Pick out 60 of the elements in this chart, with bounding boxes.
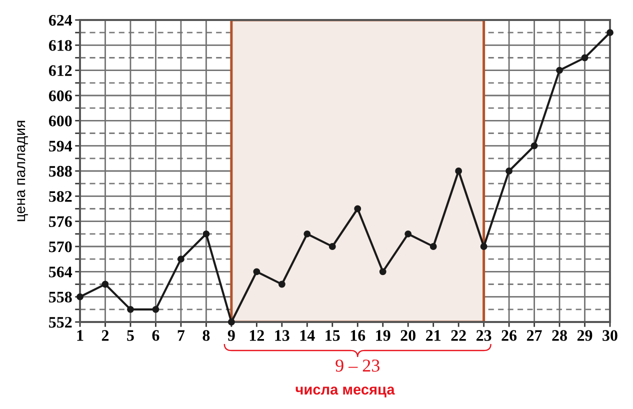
x-tick-label: 30 (602, 330, 618, 341)
point (480, 243, 488, 250)
y-tick-label: 570 (49, 241, 72, 252)
x-tick-label: 23 (476, 330, 492, 341)
x-tick-label: 7 (178, 330, 185, 341)
x-tick-label: 9 (228, 330, 235, 341)
y-tick-label: 594 (49, 140, 72, 152)
point (506, 168, 513, 174)
point (328, 243, 336, 250)
point (379, 268, 386, 276)
point (581, 54, 588, 62)
x-tick-label: 14 (300, 330, 315, 341)
y-tick-label: 564 (49, 266, 72, 278)
point (253, 268, 260, 276)
point (177, 256, 184, 263)
x-tick-label: 2 (102, 330, 109, 341)
y-tick-label: 624 (48, 14, 72, 26)
band-label: 9 – 23 (336, 360, 380, 372)
x-tick-label: 1 (77, 330, 84, 341)
point (354, 205, 362, 212)
point (76, 293, 84, 300)
x-tick-label: 8 (202, 330, 210, 341)
x-tick-label: 28 (552, 330, 567, 341)
y-tick-label: 612 (48, 65, 72, 76)
point (278, 280, 286, 288)
point (202, 230, 210, 238)
point (556, 66, 563, 74)
y-tick-label: 558 (49, 292, 72, 303)
point (606, 29, 614, 36)
y-tick-label: 618 (48, 40, 72, 51)
x-tick-label: 27 (526, 330, 542, 341)
y-axis-title: цена палладия (17, 120, 28, 222)
x-tick-label: 15 (326, 330, 340, 341)
x-tick-label: 5 (127, 330, 134, 341)
y-tick-label: 606 (48, 90, 72, 102)
point (304, 230, 311, 238)
point (152, 306, 160, 313)
point (102, 280, 109, 288)
point (228, 318, 235, 326)
point (530, 142, 538, 150)
x-tick-label: 26 (502, 330, 517, 341)
y-tick-label: 588 (49, 166, 72, 177)
x-axis-title: числа месяца (296, 386, 395, 398)
x-tick-label: 22 (451, 330, 466, 341)
x-tick-label: 13 (275, 330, 290, 341)
x-tick-label: 6 (152, 330, 160, 341)
x-tick-label: 21 (426, 330, 440, 341)
x-tick-label: 19 (376, 330, 390, 341)
x-tick-label: 20 (400, 330, 416, 341)
x-tick-label: 16 (350, 330, 366, 341)
point (455, 168, 462, 174)
y-tick-label: 582 (49, 191, 72, 202)
x-tick-label: 29 (577, 330, 592, 341)
x-tick-label: 12 (250, 330, 264, 341)
y-tick-label: 600 (48, 116, 72, 126)
point (430, 243, 437, 250)
point (127, 306, 134, 313)
y-tick-label: 576 (49, 216, 72, 228)
point (404, 230, 412, 238)
y-tick-label: 552 (49, 316, 72, 328)
